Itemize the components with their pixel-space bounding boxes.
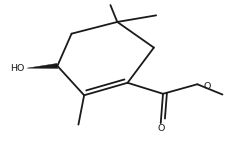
Text: O: O bbox=[203, 82, 210, 91]
Text: O: O bbox=[156, 124, 164, 133]
Text: HO: HO bbox=[10, 64, 24, 73]
Polygon shape bbox=[27, 63, 57, 68]
